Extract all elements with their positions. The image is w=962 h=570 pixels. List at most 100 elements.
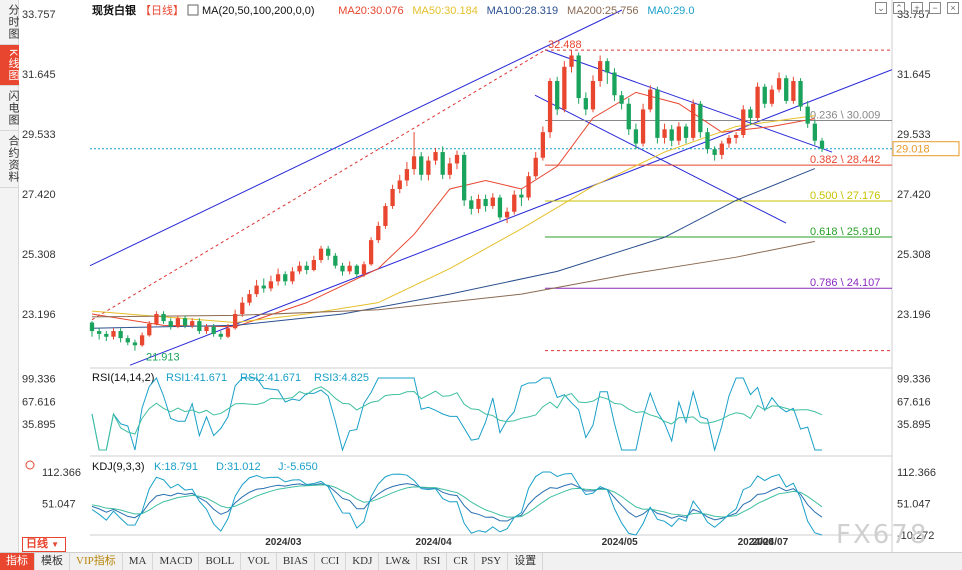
channel-line-down-lower bbox=[534, 94, 787, 224]
candle-body bbox=[218, 333, 223, 337]
candle-body bbox=[147, 323, 152, 336]
candle-body bbox=[733, 135, 739, 138]
bottom-item-1[interactable]: 模板 bbox=[35, 552, 70, 570]
fib-value: 24.107 bbox=[847, 277, 881, 289]
candle-body bbox=[283, 274, 288, 282]
candle-body bbox=[776, 78, 782, 90]
candle-body bbox=[490, 197, 495, 207]
kdj-tick-right: 112.366 bbox=[897, 467, 936, 479]
plus-icon[interactable]: + bbox=[911, 2, 923, 14]
date-label: 2024/05 bbox=[602, 537, 639, 548]
candle-body bbox=[232, 314, 238, 329]
watermark: FX678 bbox=[836, 520, 929, 550]
bottom-item-0[interactable]: 指标 bbox=[0, 552, 35, 570]
candle-body bbox=[691, 103, 696, 138]
bottom-item-7[interactable]: BIAS bbox=[277, 552, 315, 570]
candle-body bbox=[640, 109, 646, 144]
bottom-item-6[interactable]: VOL bbox=[241, 552, 277, 570]
kdj-tick-right: 51.047 bbox=[897, 499, 931, 511]
period-tag[interactable]: 日线 ▼ bbox=[22, 537, 66, 552]
candle-body bbox=[411, 156, 417, 170]
price-tick-left: 23.196 bbox=[22, 309, 56, 321]
fib-label-0.618: 0.618 \ 25.910 bbox=[810, 226, 880, 238]
candle-body bbox=[540, 132, 546, 158]
bottom-item-3[interactable]: MA bbox=[123, 552, 154, 570]
kdj-tick-right: -10.272 bbox=[897, 530, 934, 542]
candle-body bbox=[304, 265, 309, 270]
candle-body bbox=[705, 132, 710, 150]
candle-body bbox=[340, 265, 345, 272]
candle-body bbox=[154, 314, 159, 324]
candle-body bbox=[368, 240, 374, 265]
price-tick-left: 25.308 bbox=[22, 249, 56, 261]
rsi-value-1: RSI2:41.671 bbox=[240, 372, 301, 384]
candle-body bbox=[812, 123, 817, 141]
candle-body bbox=[275, 274, 281, 282]
candle-body bbox=[225, 328, 231, 337]
bottom-item-4[interactable]: MACD bbox=[153, 552, 200, 570]
candle-body bbox=[297, 265, 302, 272]
candle-body bbox=[462, 154, 467, 201]
candle-body bbox=[440, 152, 445, 175]
kdj-tick-left: 112.366 bbox=[42, 467, 81, 479]
candle-body bbox=[118, 331, 123, 339]
bottom-item-8[interactable]: CCI bbox=[315, 552, 347, 570]
candle-body bbox=[89, 322, 95, 332]
fib-value: 27.176 bbox=[847, 190, 881, 202]
bottom-item-12[interactable]: CR bbox=[447, 552, 476, 570]
candle-body bbox=[311, 260, 317, 270]
bottom-item-9[interactable]: KDJ bbox=[346, 552, 380, 570]
bottom-item-10[interactable]: LW& bbox=[379, 552, 418, 570]
date-label: 2024/07 bbox=[752, 537, 789, 548]
candle-body bbox=[798, 81, 803, 107]
indicator-settings-icon[interactable] bbox=[187, 4, 199, 16]
minus-icon[interactable]: − bbox=[929, 2, 941, 14]
ma-value-1: MA50:30.184 bbox=[412, 5, 477, 17]
current-price-box bbox=[892, 141, 960, 157]
price-tick-left: 27.420 bbox=[22, 189, 56, 201]
candle-body bbox=[125, 338, 130, 343]
side-tab-0[interactable]: 分时图 bbox=[0, 0, 19, 45]
annotation-high: 32.488 bbox=[548, 39, 582, 51]
candle-body bbox=[683, 126, 689, 138]
candle-body bbox=[669, 129, 674, 141]
bottom-item-14[interactable]: 设置 bbox=[508, 552, 544, 570]
rsi-tick-left: 99.336 bbox=[22, 373, 56, 385]
bottom-item-2[interactable]: VIP指标 bbox=[70, 552, 123, 570]
candle-body bbox=[612, 72, 617, 96]
candle-body bbox=[390, 189, 395, 207]
kdj-line-k bbox=[91, 483, 823, 522]
candle-body bbox=[662, 129, 667, 138]
price-tick-right: 23.196 bbox=[897, 309, 931, 321]
date-label: 2024/04 bbox=[416, 537, 453, 548]
candle-body bbox=[426, 160, 431, 175]
side-tab-2[interactable]: 闪电图 bbox=[0, 86, 19, 132]
fib-label-0.500: 0.500 \ 27.176 bbox=[810, 190, 880, 202]
rsi-value-0: RSI1:41.671 bbox=[166, 372, 227, 384]
candle-body bbox=[504, 211, 510, 218]
kdj-value-2: J:-5.650 bbox=[278, 461, 318, 473]
candle-body bbox=[741, 109, 746, 136]
fib-ratio: 0.236 bbox=[810, 110, 838, 122]
fib-label-0.382: 0.382 \ 28.442 bbox=[810, 154, 880, 166]
bottom-item-11[interactable]: RSI bbox=[417, 552, 448, 570]
side-tab-1[interactable]: K线图 bbox=[0, 45, 19, 87]
candle-body bbox=[483, 198, 488, 207]
bottom-item-13[interactable]: PSY bbox=[475, 552, 509, 570]
chevron-up-icon[interactable]: ⌃ bbox=[893, 2, 905, 14]
candle-body bbox=[512, 194, 517, 212]
chevron-down-icon[interactable]: ⌄ bbox=[875, 2, 887, 14]
bottom-item-5[interactable]: BOLL bbox=[199, 552, 242, 570]
candle-body bbox=[748, 109, 753, 118]
period-tag-label: 日线 bbox=[26, 538, 48, 550]
kdj-settings-icon[interactable] bbox=[25, 460, 35, 470]
side-tab-3[interactable]: 合约资料 bbox=[0, 131, 19, 189]
close-icon[interactable]: × bbox=[947, 2, 959, 14]
candle-body bbox=[383, 206, 388, 226]
candle-body bbox=[104, 333, 109, 337]
candle-body bbox=[354, 265, 359, 275]
trend-line-dashed bbox=[91, 49, 546, 321]
candle-body bbox=[139, 335, 145, 346]
candle-body bbox=[97, 331, 102, 334]
